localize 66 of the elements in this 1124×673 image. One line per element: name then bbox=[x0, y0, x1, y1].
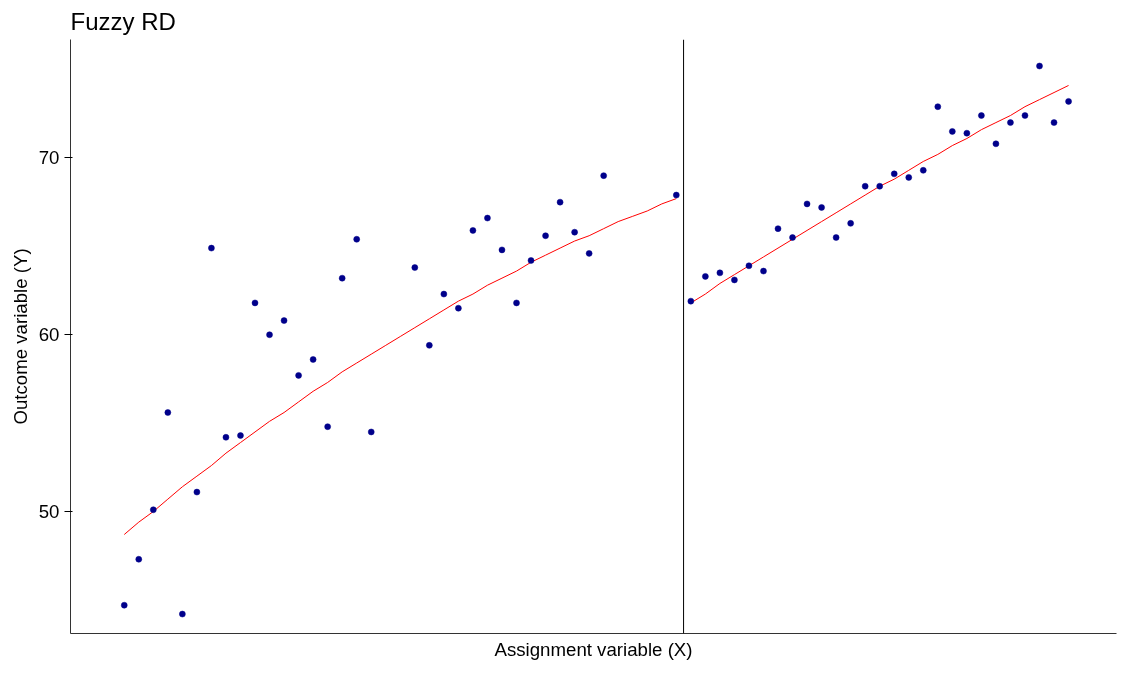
point bbox=[411, 264, 419, 271]
point bbox=[949, 128, 956, 135]
point bbox=[745, 262, 753, 270]
point bbox=[222, 434, 230, 441]
point bbox=[309, 356, 317, 363]
point bbox=[135, 556, 143, 563]
point bbox=[455, 304, 462, 312]
point bbox=[847, 220, 854, 227]
y-tick-label: 50 bbox=[38, 501, 60, 523]
point bbox=[266, 331, 273, 338]
point bbox=[934, 103, 942, 110]
point bbox=[440, 290, 448, 298]
point bbox=[251, 299, 259, 307]
point bbox=[498, 246, 506, 254]
point bbox=[542, 232, 549, 239]
point bbox=[571, 228, 578, 236]
point bbox=[1007, 119, 1014, 126]
point bbox=[121, 601, 128, 609]
point bbox=[963, 129, 971, 137]
y-axis-title: Outcome variable (Y) bbox=[9, 248, 31, 425]
point bbox=[367, 428, 375, 436]
point bbox=[673, 191, 680, 199]
point bbox=[1065, 98, 1072, 105]
point bbox=[687, 297, 695, 305]
point bbox=[832, 234, 840, 241]
point bbox=[208, 244, 215, 252]
point bbox=[527, 257, 535, 264]
point bbox=[760, 267, 767, 275]
point bbox=[556, 198, 564, 206]
point bbox=[716, 269, 724, 277]
point bbox=[1021, 112, 1029, 119]
y-tick-label: 70 bbox=[38, 147, 60, 169]
point bbox=[876, 182, 883, 190]
y-tick-label: 60 bbox=[38, 324, 60, 346]
point bbox=[992, 140, 1000, 148]
point bbox=[469, 227, 477, 234]
point bbox=[920, 167, 927, 174]
point bbox=[295, 372, 302, 379]
point bbox=[193, 488, 201, 496]
point bbox=[353, 236, 360, 243]
point bbox=[890, 170, 898, 178]
point bbox=[237, 432, 244, 439]
point bbox=[818, 204, 825, 211]
point bbox=[702, 273, 709, 280]
point bbox=[774, 225, 782, 232]
point bbox=[978, 112, 985, 119]
point bbox=[179, 610, 186, 618]
point bbox=[600, 172, 607, 179]
chart-title: Fuzzy RD bbox=[70, 7, 176, 35]
point bbox=[324, 423, 331, 430]
point bbox=[731, 276, 738, 284]
point bbox=[803, 200, 811, 208]
point bbox=[1050, 119, 1058, 126]
x-axis-title: Assignment variable (X) bbox=[494, 638, 693, 660]
point bbox=[484, 214, 491, 222]
point bbox=[513, 299, 520, 307]
point bbox=[789, 234, 796, 241]
point bbox=[1036, 62, 1043, 70]
point bbox=[905, 174, 912, 181]
point bbox=[585, 250, 593, 257]
point bbox=[861, 182, 869, 190]
point bbox=[150, 506, 157, 513]
point bbox=[426, 342, 433, 349]
point bbox=[338, 274, 346, 282]
point bbox=[280, 317, 288, 324]
point bbox=[164, 409, 172, 416]
